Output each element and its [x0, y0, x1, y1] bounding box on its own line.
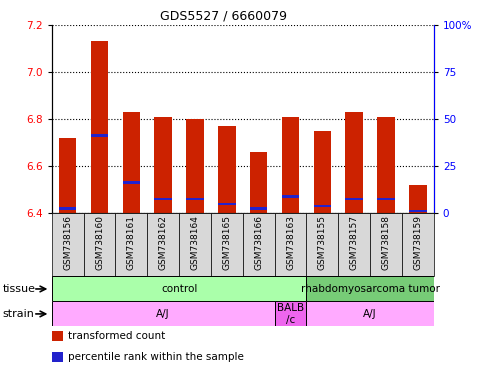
Bar	[314, 205, 331, 207]
Bar	[211, 213, 243, 276]
Bar	[91, 41, 108, 213]
Text: GSM738162: GSM738162	[159, 215, 168, 270]
Text: A/J: A/J	[156, 309, 170, 319]
Bar	[147, 213, 179, 276]
Text: strain: strain	[2, 309, 35, 319]
Bar	[370, 213, 402, 276]
Text: GSM738163: GSM738163	[286, 215, 295, 270]
Bar	[115, 213, 147, 276]
Bar	[275, 213, 307, 276]
Bar	[409, 185, 426, 213]
Bar	[314, 131, 331, 213]
Bar	[282, 117, 299, 213]
Text: tissue: tissue	[2, 284, 35, 294]
Bar	[59, 207, 76, 210]
Bar	[250, 207, 268, 210]
Text: GSM738156: GSM738156	[63, 215, 72, 270]
Bar	[59, 138, 76, 213]
Bar	[402, 213, 434, 276]
Text: GSM738157: GSM738157	[350, 215, 359, 270]
Text: GSM738158: GSM738158	[382, 215, 390, 270]
Bar	[123, 112, 140, 213]
Text: GSM738166: GSM738166	[254, 215, 263, 270]
Bar	[377, 198, 395, 200]
Text: percentile rank within the sample: percentile rank within the sample	[68, 352, 244, 362]
Bar	[338, 213, 370, 276]
Bar	[91, 134, 108, 137]
Bar	[186, 198, 204, 200]
Bar	[243, 213, 275, 276]
Bar	[52, 301, 275, 326]
Bar	[218, 202, 236, 205]
Bar	[346, 198, 363, 200]
Bar	[123, 181, 140, 184]
Text: GSM738160: GSM738160	[95, 215, 104, 270]
Bar	[307, 301, 434, 326]
Bar	[52, 213, 84, 276]
Text: GSM738165: GSM738165	[222, 215, 231, 270]
Bar	[307, 213, 338, 276]
Bar	[409, 210, 426, 212]
Bar	[179, 213, 211, 276]
Bar	[250, 152, 268, 213]
Text: BALB
/c: BALB /c	[277, 303, 304, 325]
Text: GSM738164: GSM738164	[190, 215, 200, 270]
Bar	[52, 276, 307, 301]
Bar	[377, 117, 395, 213]
Text: GSM738159: GSM738159	[414, 215, 423, 270]
Bar	[282, 195, 299, 198]
Bar	[346, 112, 363, 213]
Bar	[307, 276, 434, 301]
Bar	[154, 117, 172, 213]
Text: GSM738155: GSM738155	[318, 215, 327, 270]
Text: transformed count: transformed count	[68, 331, 165, 341]
Bar	[186, 119, 204, 213]
Bar	[218, 126, 236, 213]
Text: control: control	[161, 284, 197, 294]
Text: GSM738161: GSM738161	[127, 215, 136, 270]
Text: rhabdomyosarcoma tumor: rhabdomyosarcoma tumor	[301, 284, 440, 294]
Bar	[84, 213, 115, 276]
Bar	[154, 198, 172, 200]
Bar	[275, 301, 307, 326]
Text: A/J: A/J	[363, 309, 377, 319]
Text: GDS5527 / 6660079: GDS5527 / 6660079	[160, 10, 286, 23]
